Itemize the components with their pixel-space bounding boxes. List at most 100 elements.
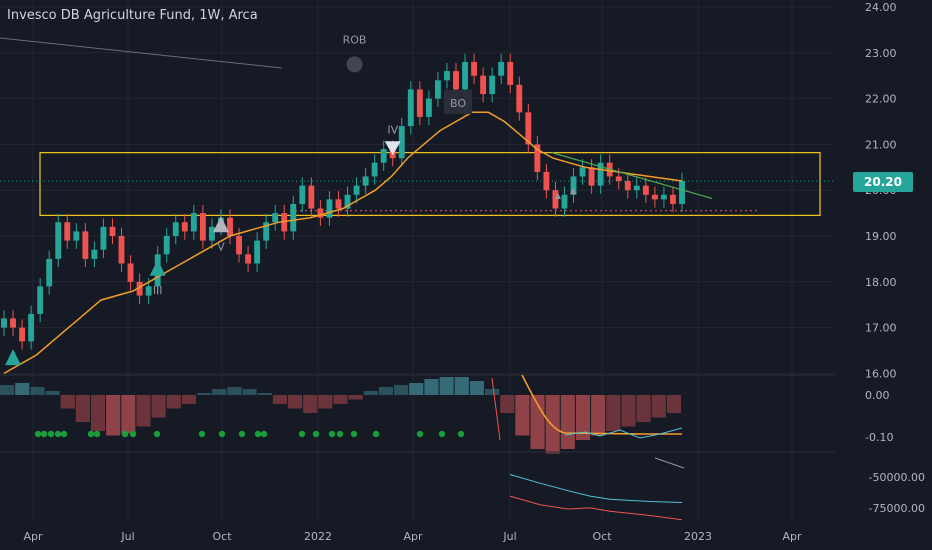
signal-dot (218, 430, 226, 438)
moving-average-line (3, 111, 683, 375)
signal-dot (350, 430, 358, 438)
price-tick-label: 18.00 (865, 276, 897, 289)
candle-body (525, 112, 532, 145)
oscillator-bar (515, 395, 530, 436)
candle-body (434, 80, 441, 99)
price-tick-label: 19.00 (865, 230, 897, 243)
oscillator-bar (530, 395, 545, 449)
oscillator-bar (636, 395, 651, 422)
oscillator-bar (166, 395, 181, 409)
marker-label: V (217, 240, 225, 253)
candle-body (163, 236, 170, 255)
candle-body (660, 194, 667, 200)
candle-body (199, 213, 206, 241)
oscillator-bar (363, 391, 378, 395)
price-tick-label: 16.00 (865, 367, 897, 380)
oscillator-bar (484, 389, 500, 395)
oscillator-bar (0, 385, 15, 395)
candle-body (552, 190, 559, 209)
candle-body (127, 263, 134, 282)
price-tick-label: 22.00 (865, 93, 897, 106)
oscillator-bar (151, 395, 166, 418)
oscillator-bar (591, 395, 606, 436)
oscillator-red-line (491, 377, 501, 441)
marker-label: III (153, 284, 163, 297)
buy-signal-marker (149, 259, 166, 276)
candle-body (136, 281, 143, 296)
candle-body (190, 213, 197, 232)
candle-body (335, 199, 342, 209)
candle-body (254, 240, 261, 264)
oscillator-bar (318, 395, 333, 409)
candle-body (64, 222, 71, 241)
x-tick-label: Apr (403, 530, 423, 543)
oscillator-tick-label: 0.00 (865, 389, 890, 402)
signal-dot (457, 430, 465, 438)
oscillator-tick-label: -0.10 (865, 431, 893, 444)
candle-body (272, 213, 279, 223)
candle-body (236, 236, 242, 255)
oscillator-bar (394, 385, 409, 395)
cvd-grey-line (654, 457, 685, 469)
oscillator-bar (378, 387, 394, 395)
candle-body (145, 286, 152, 296)
candle-body (398, 126, 405, 159)
oscillator-bar (575, 395, 591, 440)
candle-body (670, 194, 676, 204)
candle-body (227, 217, 233, 236)
oscillator-bar (45, 391, 60, 395)
range-box (39, 152, 821, 216)
candle-body (10, 318, 16, 328)
candle-body (588, 167, 595, 186)
candle-body (425, 98, 432, 117)
oscillator-bar (181, 395, 197, 404)
candle-body (561, 194, 568, 209)
oscillator-bar (333, 395, 348, 404)
candle-body (73, 231, 80, 241)
rob-marker (346, 56, 363, 73)
candle-body (46, 258, 53, 287)
candle-body (597, 162, 604, 186)
oscillator-bar (257, 393, 272, 395)
candle-body (344, 194, 351, 209)
oscillator-bar (424, 379, 439, 395)
signal-dot (416, 430, 424, 438)
candle-body (317, 208, 324, 218)
candle-body (416, 89, 423, 117)
x-tick-label: Apr (23, 530, 43, 543)
oscillator-bar (500, 395, 515, 413)
oscillator-bar (439, 377, 454, 395)
minor-signal-marker (555, 193, 561, 199)
signal-dot (93, 430, 101, 438)
oscillator-bar (348, 395, 363, 400)
candle-body (570, 176, 577, 195)
candle-body (371, 162, 378, 177)
price-tick-label: 23.00 (865, 47, 897, 60)
candle-body (407, 89, 414, 127)
candle-body (579, 167, 586, 177)
candle-body (308, 185, 315, 209)
candle-body (19, 327, 26, 342)
signal-dot (238, 430, 246, 438)
cvd-red-line (509, 495, 683, 521)
cvd-tick-label: -50000.00 (869, 471, 925, 484)
oscillator-bar (106, 395, 121, 436)
signal-dot (121, 430, 129, 438)
candle-body (642, 185, 649, 195)
oscillator-bar (606, 395, 621, 431)
last-price-badge: 20.20 (853, 172, 913, 192)
x-tick-label: 2022 (304, 530, 332, 543)
candle-body (543, 171, 550, 191)
candle-body (208, 226, 215, 241)
oscillator-bar (621, 395, 636, 427)
oscillator-bar (651, 395, 666, 418)
signal-dot (438, 430, 446, 438)
candle-body (55, 222, 62, 259)
signal-dot (254, 430, 262, 438)
candle-body (28, 313, 35, 342)
oscillator-bar (409, 383, 424, 395)
oscillator-bar (60, 395, 75, 409)
oscillator-bar (121, 395, 136, 434)
